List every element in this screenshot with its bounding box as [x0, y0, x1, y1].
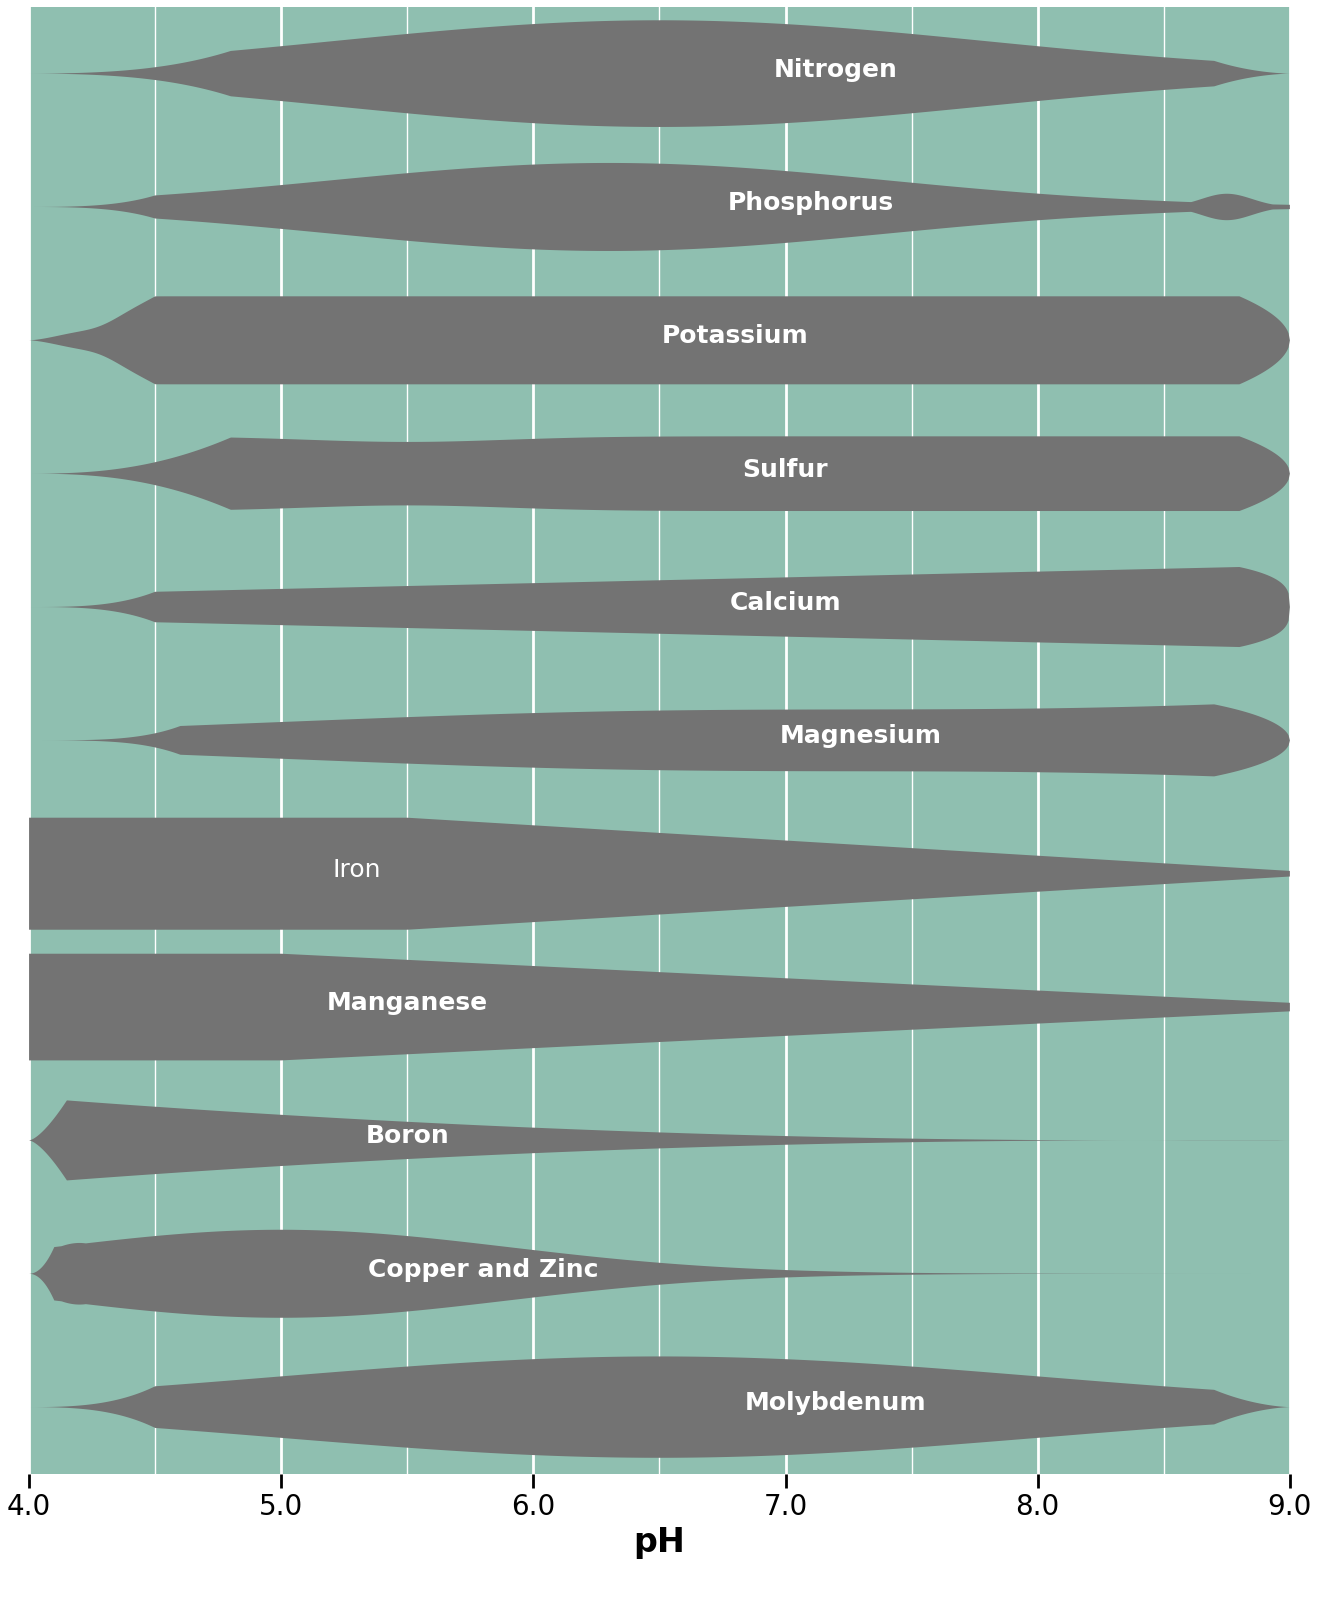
Polygon shape [29, 954, 1290, 1061]
Text: Nitrogen: Nitrogen [774, 58, 898, 81]
Polygon shape [29, 1357, 1290, 1457]
Polygon shape [29, 163, 1290, 251]
Polygon shape [29, 436, 1290, 511]
Polygon shape [29, 818, 1290, 930]
Polygon shape [29, 567, 1290, 647]
Text: Phosphorus: Phosphorus [728, 192, 894, 216]
Polygon shape [29, 1101, 1290, 1181]
Polygon shape [29, 1230, 1290, 1318]
Text: Calcium: Calcium [729, 591, 842, 615]
Text: Magnesium: Magnesium [781, 724, 942, 748]
Text: Potassium: Potassium [662, 324, 809, 348]
Polygon shape [29, 21, 1290, 126]
Text: Boron: Boron [365, 1125, 450, 1149]
Polygon shape [29, 705, 1290, 777]
Text: Copper and Zinc: Copper and Zinc [368, 1258, 599, 1282]
X-axis label: pH: pH [633, 1526, 686, 1560]
Text: Iron: Iron [332, 858, 381, 882]
Polygon shape [29, 296, 1290, 385]
Text: Molybdenum: Molybdenum [745, 1392, 927, 1416]
Text: Manganese: Manganese [327, 991, 488, 1015]
Text: Sulfur: Sulfur [743, 457, 828, 481]
